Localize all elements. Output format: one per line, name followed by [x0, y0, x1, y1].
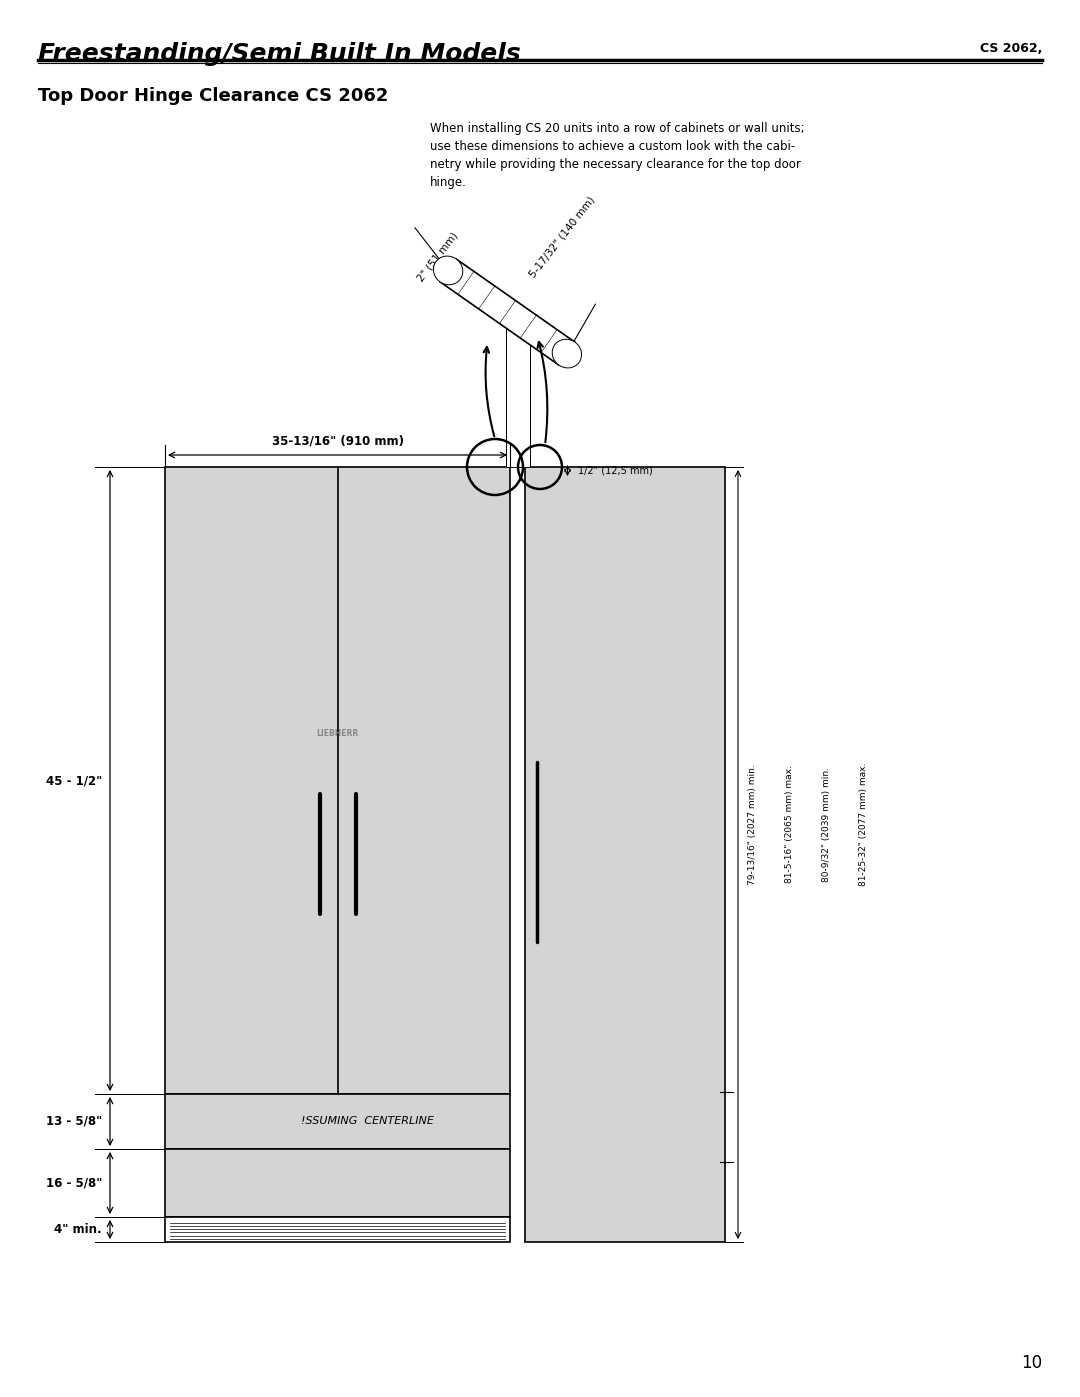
- Text: 1/2" (12,5 mm): 1/2" (12,5 mm): [578, 465, 652, 475]
- Text: Freestanding/Semi Built In Models: Freestanding/Semi Built In Models: [38, 42, 521, 66]
- Text: 10: 10: [1021, 1354, 1042, 1372]
- Text: 79-13/16" (2027 mm) min.: 79-13/16" (2027 mm) min.: [748, 764, 757, 884]
- Bar: [165, 467, 510, 1094]
- Text: 5-17/32" (140 mm): 5-17/32" (140 mm): [528, 194, 597, 279]
- Text: !SSUMING  CENTERLINE: !SSUMING CENTERLINE: [301, 1116, 434, 1126]
- Polygon shape: [440, 258, 575, 365]
- Text: 81-25-32" (2077 mm) max.: 81-25-32" (2077 mm) max.: [859, 763, 868, 886]
- Text: 81-5-16" (2065 mm) max.: 81-5-16" (2065 mm) max.: [785, 766, 794, 883]
- Text: 45 - 1/2": 45 - 1/2": [45, 774, 102, 787]
- Bar: [505, 327, 529, 467]
- Text: 35-13/16" (910 mm): 35-13/16" (910 mm): [271, 434, 404, 447]
- Ellipse shape: [552, 339, 581, 367]
- Text: 13 - 5/8": 13 - 5/8": [45, 1115, 102, 1127]
- Text: LIEBHERR: LIEBHERR: [316, 729, 359, 739]
- Text: 80-9/32" (2039 mm) min.: 80-9/32" (2039 mm) min.: [822, 767, 831, 882]
- Bar: [165, 1148, 510, 1217]
- Bar: [525, 467, 725, 1242]
- Text: CS 2062,: CS 2062,: [980, 42, 1042, 54]
- Text: Top Door Hinge Clearance CS 2062: Top Door Hinge Clearance CS 2062: [38, 87, 389, 105]
- Text: 16 - 5/8": 16 - 5/8": [45, 1176, 102, 1189]
- Bar: [165, 1094, 510, 1148]
- Text: When installing CS 20 units into a row of cabinets or wall units;
use these dime: When installing CS 20 units into a row o…: [430, 122, 805, 189]
- Text: 2" (51 mm): 2" (51 mm): [416, 231, 460, 284]
- Ellipse shape: [433, 256, 463, 285]
- Bar: [165, 1217, 510, 1242]
- Text: 4" min.: 4" min.: [54, 1222, 102, 1236]
